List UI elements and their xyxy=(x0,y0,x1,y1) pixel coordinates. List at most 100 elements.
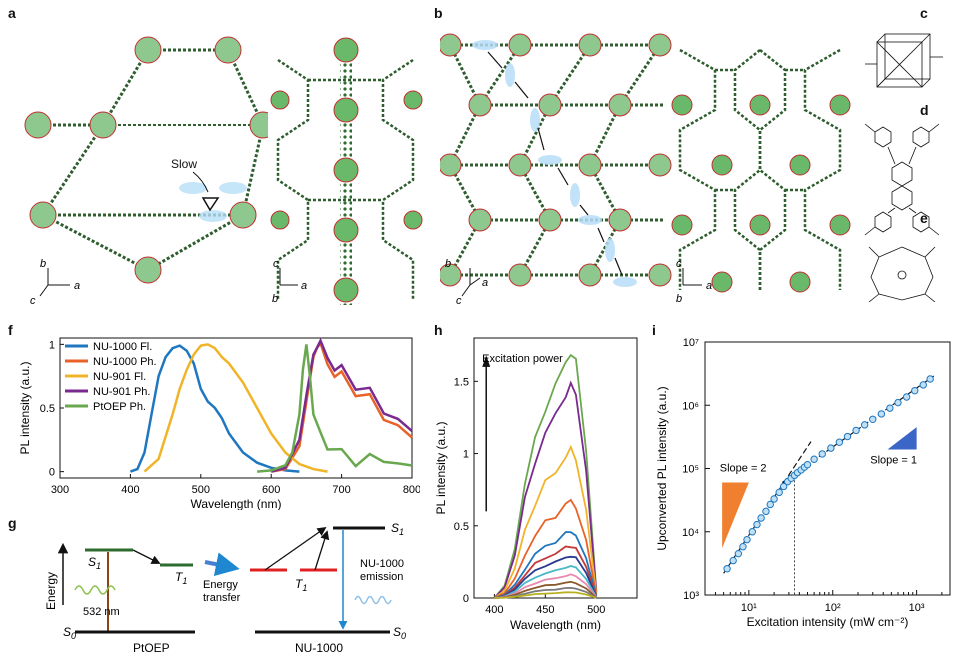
x-tick-label-f: 600 xyxy=(262,484,280,496)
data-point-i xyxy=(843,432,852,441)
zr-nodes xyxy=(24,36,277,284)
series-line-h xyxy=(493,380,598,599)
x-tick-label-f: 400 xyxy=(121,484,139,496)
panel-label-h: h xyxy=(434,322,443,338)
data-point-i xyxy=(911,386,919,395)
data-point-i xyxy=(779,482,788,491)
axis-c-label-b: c xyxy=(456,295,462,307)
y-tick-label-h: 1 xyxy=(463,449,469,461)
nu1000-s1-label: S1 xyxy=(391,521,404,537)
data-point-i xyxy=(743,535,751,544)
axis-a-label-right: a xyxy=(301,280,307,292)
legend-label-f: NU-1000 Ph. xyxy=(93,356,157,368)
data-point-i xyxy=(835,438,844,446)
axes-gizmo-b-left xyxy=(461,268,481,297)
axis-c-label-right: c xyxy=(273,258,279,270)
wavelength-label: 532 nm xyxy=(83,606,120,618)
x-tick-label-h: 450 xyxy=(536,604,554,616)
data-point-i xyxy=(852,426,860,435)
data-point-i xyxy=(886,404,894,412)
chemical-structures xyxy=(864,33,943,302)
series-line-h xyxy=(493,353,598,599)
panel-a-side-view xyxy=(268,35,423,305)
data-point-i xyxy=(739,543,747,551)
series-line-h xyxy=(494,573,598,599)
slow-label: Slow xyxy=(171,157,197,171)
emission-line1: NU-1000 xyxy=(360,558,404,570)
panel-label-a: a xyxy=(8,5,16,21)
y-axis-label-f: PL intensity (a.u.) xyxy=(18,362,32,455)
slope2-label: Slope = 2 xyxy=(720,462,767,474)
x-tick-label-i: 10² xyxy=(825,602,841,614)
data-point-i xyxy=(770,495,778,503)
panel-b-side-view xyxy=(671,48,851,293)
data-point-i xyxy=(818,450,826,458)
series-line-h xyxy=(494,591,597,599)
x-axis-label-f: Wavelength (nm) xyxy=(191,497,282,510)
excitation-power-label: Excitation power xyxy=(482,353,563,365)
green-wave-icon xyxy=(74,585,116,595)
axes-gizmo-b-right xyxy=(682,268,702,286)
emission-line2: emission xyxy=(360,571,403,583)
zr-nodes-b xyxy=(440,33,672,287)
chart-h: 400 450 500 0 0.5 1 1.5 Wavelength (nm) PL inten… xyxy=(434,337,638,632)
panel-a-structure: Slow b c a c b xyxy=(24,35,423,307)
chart-f: 300 400 500 600 700 800 0 0.5 1 Wavelength (nm) PL… xyxy=(18,337,420,510)
x-axis-label-h: Wavelength (nm) xyxy=(510,618,601,632)
y-tick-label-i: 10³ xyxy=(683,590,699,602)
energy-label: Energy xyxy=(44,572,58,610)
ptoep-s0-label: S0 xyxy=(63,625,76,641)
series-line-h xyxy=(494,565,598,599)
y-tick-label-f: 1 xyxy=(49,339,55,351)
data-point-i xyxy=(919,381,927,389)
data-point-i xyxy=(766,500,774,509)
y-tick-label-i: 10⁴ xyxy=(682,527,699,539)
series-line-nu-1000-fl- xyxy=(129,344,300,473)
panel-label-g: g xyxy=(8,515,17,531)
data-point-i xyxy=(762,507,770,516)
panel-label-f: f xyxy=(8,322,13,338)
slope1-label: Slope = 1 xyxy=(870,454,917,466)
legend-label-f: NU-1000 Fl. xyxy=(93,341,152,353)
panel-label-c: c xyxy=(920,5,928,21)
series-line-nu-901-fl- xyxy=(143,343,328,473)
y-tick-label-h: 1.5 xyxy=(454,376,469,388)
series-line-h xyxy=(494,531,598,599)
axis-b-label-b-right: b xyxy=(676,293,682,305)
panel-label-d: d xyxy=(920,102,929,118)
data-point-i xyxy=(757,514,765,522)
y-tick-label-i: 10⁶ xyxy=(682,400,699,412)
x-axis-label-i: Excitation intensity (mW cm⁻²) xyxy=(747,615,909,629)
axis-c-label: c xyxy=(30,295,36,307)
panel-label-e: e xyxy=(920,210,928,226)
tta-arrow-2 xyxy=(314,530,330,571)
legend-label-f: NU-901 Fl. xyxy=(93,371,146,383)
axis-a-label-b-right: a xyxy=(706,280,712,292)
legend-label-f: NU-901 Ph. xyxy=(93,386,150,398)
data-point-i xyxy=(810,455,818,463)
y-tick-label-f: 0 xyxy=(49,467,55,479)
data-point-i xyxy=(926,375,934,383)
y-axis-label-i: Upconverted PL intensity (a.u.) xyxy=(655,386,669,550)
energy-transfer-arrow xyxy=(204,552,240,577)
ptoep-structure xyxy=(868,246,936,302)
data-point-i xyxy=(803,460,812,469)
data-point-i xyxy=(729,556,737,565)
series-line-ptoep-ph- xyxy=(256,344,413,473)
slope2-fit-line xyxy=(723,441,812,574)
y-tick-label-h: 0.5 xyxy=(454,521,469,533)
panel-label-i: i xyxy=(652,322,656,338)
series-line-nu-901-ph- xyxy=(270,337,413,473)
x-tick-label-i: 10¹ xyxy=(741,602,757,614)
panel-label-b: b xyxy=(434,5,443,21)
y-tick-label-i: 10⁷ xyxy=(683,337,699,349)
series-line-h xyxy=(494,498,598,599)
hopping-arrows xyxy=(487,51,623,276)
data-point-i xyxy=(869,415,877,423)
axis-c-label-b-right: c xyxy=(676,258,682,270)
x-tick-label-f: 500 xyxy=(192,484,210,496)
ptoep-t1-label: T1 xyxy=(175,570,187,586)
series-line-h xyxy=(494,545,598,599)
excitation-power-arrowhead xyxy=(482,355,491,367)
x-tick-label-f: 800 xyxy=(403,484,420,496)
